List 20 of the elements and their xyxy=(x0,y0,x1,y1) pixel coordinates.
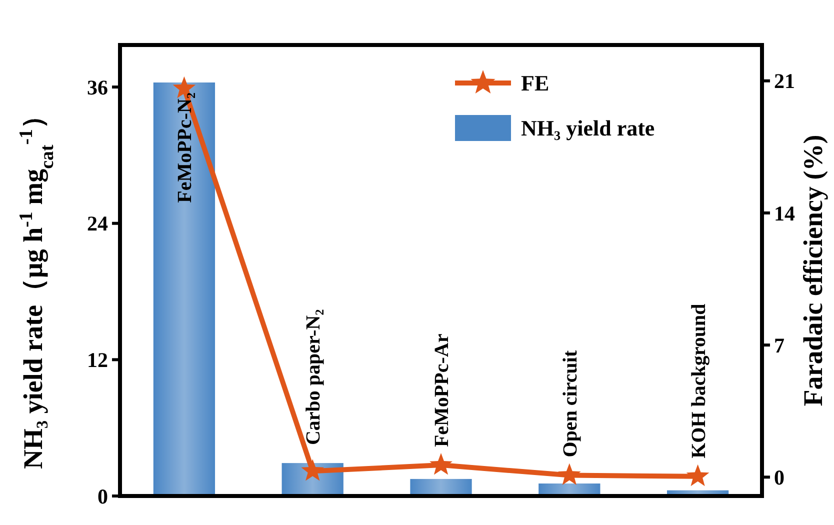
y-tick-label: 12 xyxy=(87,348,108,372)
y-tick-label: 0 xyxy=(98,484,108,508)
y2-tick-label: 21 xyxy=(774,69,795,94)
point xyxy=(430,453,452,475)
x-tick-label: Carbo paper-N₂ xyxy=(302,309,325,446)
y-tick-label: 36 xyxy=(87,75,108,100)
point xyxy=(686,464,710,486)
x-tick-label: FeMoPPc-N₂ xyxy=(174,92,196,203)
x-tick-label: Open circuit xyxy=(559,350,582,458)
legend-label: FE xyxy=(521,70,550,96)
y2-axis-title: Faradaic efficiency (%) xyxy=(798,134,828,406)
y2-tick-label: 14 xyxy=(774,201,796,226)
y-tick-label: 24 xyxy=(87,212,108,236)
y2-tick-label: 7 xyxy=(774,333,784,358)
x-tick-label: FeMoPPc-Ar xyxy=(431,334,453,448)
y2-tick-label: 0 xyxy=(774,465,784,490)
x-tick-label: KOH background xyxy=(688,304,710,458)
legend-label: NH₃ yield rate xyxy=(521,116,655,141)
point xyxy=(558,463,581,485)
bar xyxy=(153,82,216,496)
